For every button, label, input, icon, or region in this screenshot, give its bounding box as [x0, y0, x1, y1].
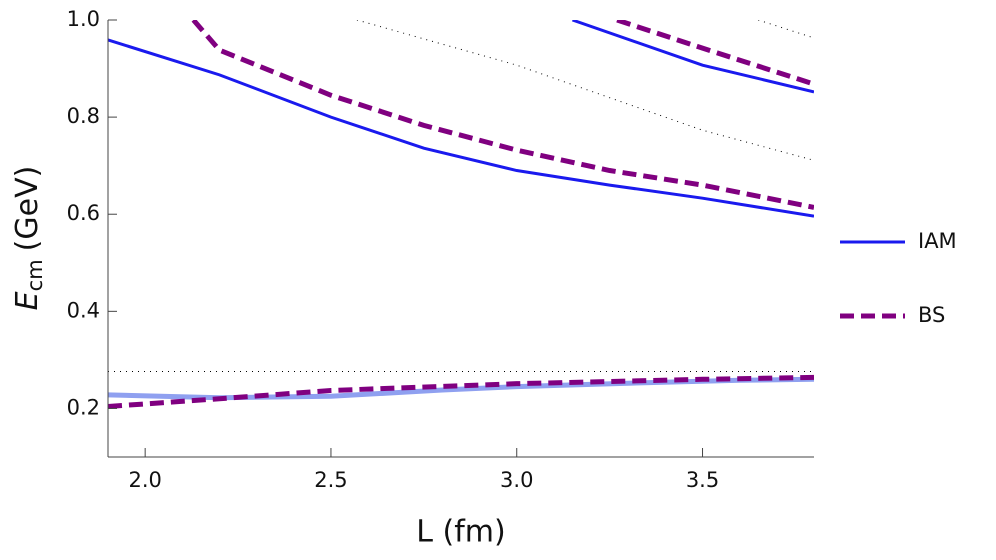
series-line	[108, 38, 814, 218]
series-line	[108, 374, 814, 409]
x-tick-label: 2.0	[128, 468, 161, 492]
series-line	[108, 376, 814, 401]
series-line	[191, 20, 814, 210]
y-tick-label: 0.4	[67, 298, 100, 322]
y-axis-label: Ecm (GeV)	[10, 166, 48, 311]
y-tick-label: 0.8	[67, 104, 100, 128]
x-tick-label: 2.5	[314, 468, 347, 492]
y-tick-label: 1.0	[67, 7, 100, 31]
x-tick-label: 3.0	[500, 468, 533, 492]
plot-area	[108, 20, 814, 409]
y-tick-label: 0.6	[67, 201, 100, 225]
y-tick-label: 0.2	[67, 395, 100, 419]
x-tick-label: 3.5	[686, 468, 719, 492]
legend-label: BS	[918, 303, 945, 327]
series-line	[571, 20, 814, 94]
y-label-symbol: E	[10, 291, 45, 310]
x-axis-label: L (fm)	[416, 515, 505, 550]
series-line	[616, 20, 814, 87]
y-label-subscript: cm	[23, 259, 47, 291]
series-line	[356, 20, 814, 161]
y-label-unit: (GeV)	[10, 166, 45, 252]
series-line	[758, 20, 814, 39]
legend-label: IAM	[918, 229, 957, 253]
